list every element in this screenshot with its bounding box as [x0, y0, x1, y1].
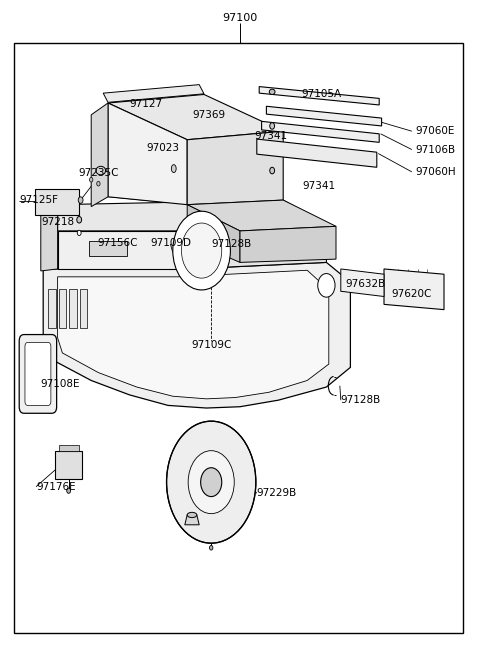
Polygon shape — [80, 289, 87, 328]
Polygon shape — [43, 262, 350, 408]
Ellipse shape — [187, 512, 197, 518]
Polygon shape — [108, 103, 187, 205]
Text: 97632B: 97632B — [346, 279, 386, 289]
Polygon shape — [187, 224, 326, 269]
Polygon shape — [185, 515, 199, 525]
Text: 97100: 97100 — [222, 13, 258, 24]
Circle shape — [201, 468, 222, 497]
Ellipse shape — [270, 123, 275, 129]
Polygon shape — [58, 200, 326, 231]
FancyBboxPatch shape — [25, 342, 51, 405]
Ellipse shape — [77, 216, 82, 223]
Text: 97620C: 97620C — [391, 289, 432, 299]
Polygon shape — [35, 189, 79, 215]
Text: 97125F: 97125F — [19, 195, 58, 205]
Text: 97060H: 97060H — [415, 167, 456, 177]
Bar — [55, 451, 82, 479]
Circle shape — [173, 211, 230, 290]
Text: 97341: 97341 — [254, 131, 288, 141]
Polygon shape — [58, 270, 329, 399]
Text: 97128B: 97128B — [341, 395, 381, 405]
Polygon shape — [262, 121, 379, 142]
Ellipse shape — [67, 488, 71, 493]
Text: 97106B: 97106B — [415, 144, 456, 155]
Text: 97105A: 97105A — [301, 89, 342, 99]
Text: 97060E: 97060E — [415, 126, 455, 136]
Polygon shape — [187, 131, 283, 205]
Polygon shape — [187, 205, 240, 262]
Ellipse shape — [96, 181, 100, 186]
Circle shape — [167, 421, 256, 543]
Text: 97218: 97218 — [41, 216, 74, 227]
Polygon shape — [108, 94, 283, 140]
Text: 97023: 97023 — [147, 142, 180, 153]
Polygon shape — [91, 103, 108, 207]
Polygon shape — [259, 87, 379, 105]
Polygon shape — [103, 85, 204, 102]
FancyBboxPatch shape — [19, 335, 57, 413]
Polygon shape — [240, 226, 336, 262]
Ellipse shape — [269, 89, 275, 94]
Polygon shape — [59, 289, 66, 328]
Text: 97369: 97369 — [192, 110, 226, 120]
Polygon shape — [69, 289, 77, 328]
Circle shape — [188, 451, 234, 514]
Text: 97108E: 97108E — [41, 379, 80, 389]
Ellipse shape — [77, 230, 81, 236]
Polygon shape — [58, 231, 187, 269]
Ellipse shape — [171, 165, 176, 173]
Bar — [59, 445, 79, 451]
Polygon shape — [41, 205, 58, 271]
Ellipse shape — [78, 197, 83, 203]
Text: 97235C: 97235C — [78, 167, 119, 178]
Text: 97127: 97127 — [130, 98, 163, 109]
Circle shape — [318, 274, 335, 297]
Text: 97176E: 97176E — [36, 482, 76, 492]
Circle shape — [181, 223, 222, 278]
Ellipse shape — [209, 545, 213, 550]
Polygon shape — [266, 106, 382, 126]
Polygon shape — [187, 200, 336, 231]
Ellipse shape — [96, 166, 106, 175]
Polygon shape — [341, 269, 384, 297]
Polygon shape — [257, 139, 377, 167]
Polygon shape — [89, 241, 127, 256]
FancyBboxPatch shape — [205, 246, 227, 254]
Polygon shape — [48, 289, 56, 328]
Text: 97109C: 97109C — [191, 340, 231, 350]
Text: 97156C: 97156C — [97, 237, 138, 248]
Text: 97109D: 97109D — [150, 237, 191, 248]
Ellipse shape — [270, 167, 275, 174]
Polygon shape — [384, 269, 444, 310]
Text: 97341: 97341 — [302, 180, 336, 191]
Ellipse shape — [89, 178, 93, 182]
Text: 97229B: 97229B — [257, 488, 297, 499]
Text: 97128B: 97128B — [211, 239, 252, 249]
